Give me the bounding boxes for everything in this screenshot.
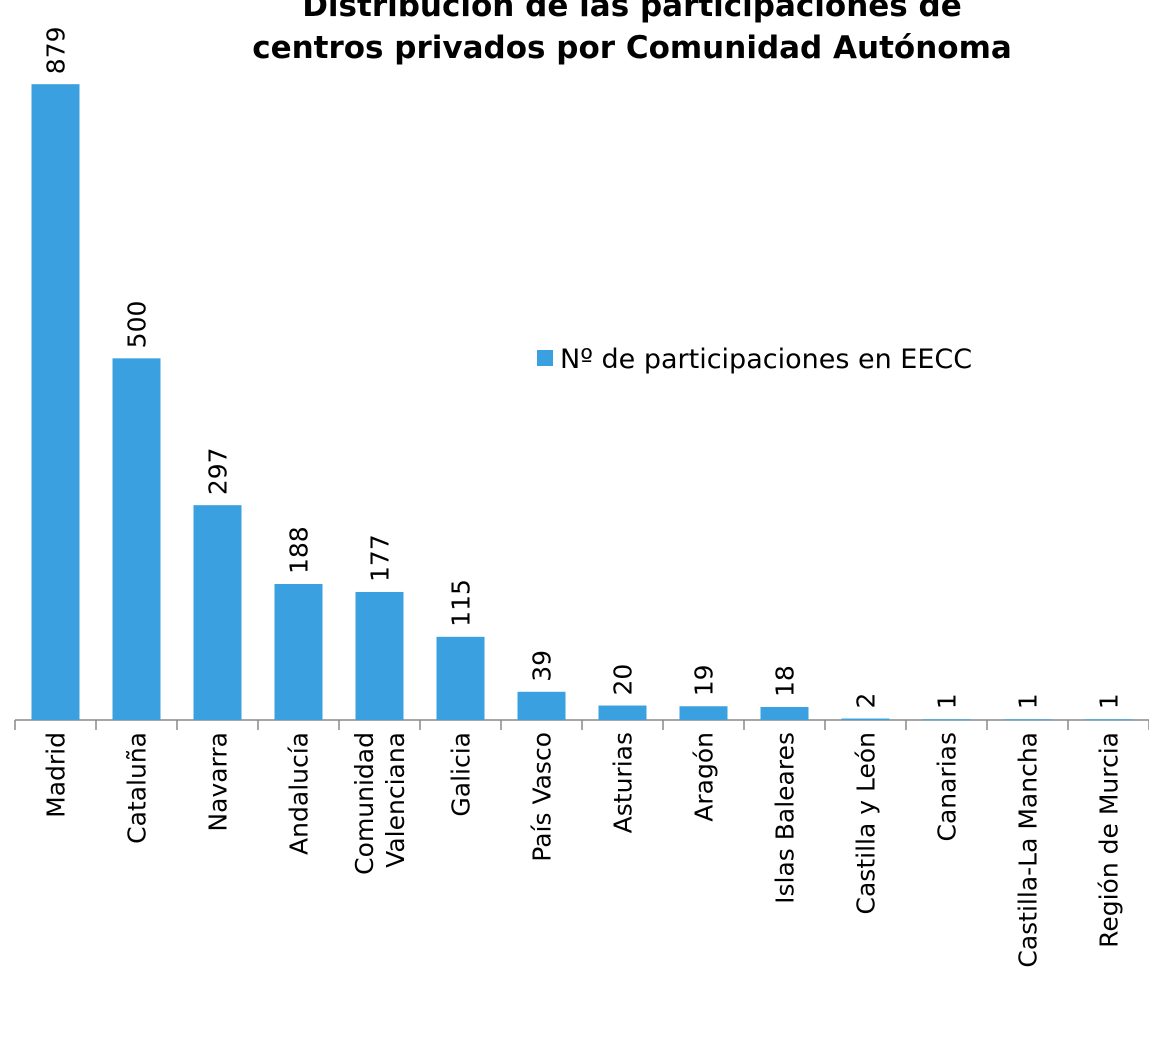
data-label: 1 bbox=[1095, 693, 1124, 709]
bar bbox=[1084, 719, 1133, 721]
x-tick-label: Canarias bbox=[933, 732, 962, 842]
x-tick-label: Islas Baleares bbox=[771, 732, 800, 904]
x-tick-label: Castilla-La Mancha bbox=[1014, 732, 1043, 968]
x-tick-label: Navarra bbox=[204, 732, 233, 832]
bar bbox=[355, 591, 404, 720]
bar bbox=[1003, 719, 1052, 721]
data-label: 297 bbox=[204, 447, 233, 495]
x-tick-label: País Vasco bbox=[528, 732, 557, 862]
chart-title: Distribución de las participaciones de ce… bbox=[252, 0, 1012, 66]
bar bbox=[112, 358, 161, 720]
legend-swatch bbox=[537, 350, 553, 366]
data-label: 18 bbox=[771, 665, 800, 697]
bar bbox=[517, 691, 566, 720]
x-tick-label: Aragón bbox=[690, 732, 719, 822]
x-tick-label: Cataluña bbox=[123, 732, 152, 844]
x-tick-label: Asturias bbox=[609, 732, 638, 833]
x-tick-label: ComunidadValenciana bbox=[350, 732, 410, 875]
bar bbox=[841, 718, 890, 720]
data-label: 19 bbox=[690, 664, 719, 696]
bar bbox=[436, 636, 485, 720]
bar bbox=[598, 705, 647, 720]
data-label: 1 bbox=[1014, 693, 1043, 709]
x-tick-label: Castilla y León bbox=[852, 732, 881, 914]
data-label: 20 bbox=[609, 664, 638, 696]
data-label: 500 bbox=[123, 301, 152, 349]
bar bbox=[922, 719, 971, 721]
x-tick-label: Andalucía bbox=[285, 732, 314, 855]
data-label: 879 bbox=[42, 26, 71, 74]
bar bbox=[679, 706, 728, 720]
data-label: 188 bbox=[285, 526, 314, 574]
legend-label: Nº de participaciones en EECC bbox=[560, 344, 972, 375]
data-label: 2 bbox=[852, 693, 881, 709]
x-tick-label: Región de Murcia bbox=[1095, 732, 1124, 948]
data-label: 115 bbox=[447, 579, 476, 627]
data-label: 39 bbox=[528, 650, 557, 682]
bar bbox=[31, 84, 80, 720]
data-label: 177 bbox=[366, 534, 395, 582]
bar bbox=[760, 706, 809, 720]
bar bbox=[274, 584, 323, 720]
data-label: 1 bbox=[933, 693, 962, 709]
bar bbox=[193, 505, 242, 720]
x-tick-label: Galicia bbox=[447, 732, 476, 817]
x-tick-label: Madrid bbox=[42, 732, 71, 818]
